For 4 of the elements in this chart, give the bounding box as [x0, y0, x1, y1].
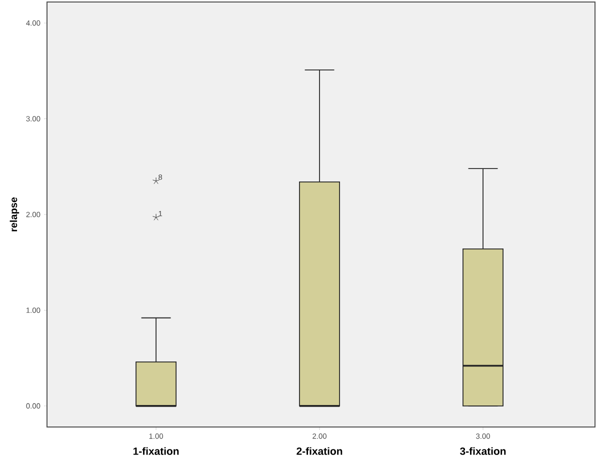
text: 2-fixation — [296, 447, 342, 455]
text: 3-fixation — [460, 447, 506, 455]
y-axis-title: relapse — [10, 197, 20, 232]
text: 1-fixation — [133, 447, 179, 455]
